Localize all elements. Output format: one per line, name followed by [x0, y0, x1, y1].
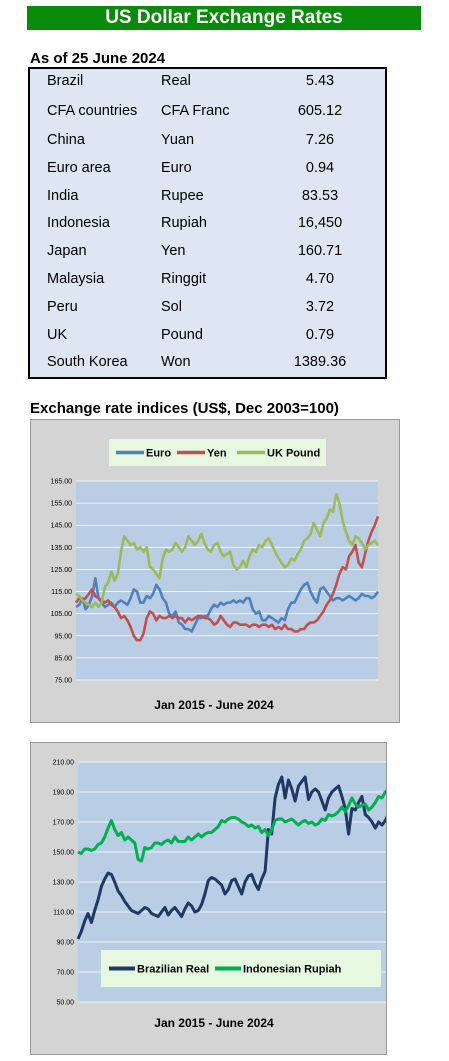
rate-currency: Real: [161, 73, 191, 89]
rate-row: India Rupee 83.53: [30, 188, 385, 212]
y-tick-label: 145.00: [51, 523, 73, 530]
rate-value: 0.79: [305, 327, 335, 343]
rate-country: UK: [47, 327, 68, 343]
rate-currency: Euro: [161, 160, 192, 176]
y-tick-label: 210.00: [53, 760, 75, 767]
rate-row: Peru Sol 3.72: [30, 299, 385, 323]
series-line-indonesian-rupiah: [77, 789, 386, 863]
y-tick-label: 125.00: [51, 567, 73, 574]
y-tick-label: 90.00: [56, 940, 74, 947]
page-title-banner: US Dollar Exchange Rates: [27, 6, 421, 30]
rate-currency: Won: [161, 354, 191, 370]
rate-value: 0.94: [305, 160, 335, 176]
y-tick-label: 95.00: [54, 633, 72, 640]
exchange-rates-table: Brazil Real 5.43 CFA countries CFA Franc 605.…: [28, 67, 387, 379]
chart-euro-yen-pound: 75.00 85.00 95.00 105.00 115.00 125.00 135.00 1…: [30, 419, 400, 723]
series-line-uk-pound: [75, 493, 380, 609]
rate-value: 7.26: [305, 132, 335, 148]
y-tick-label: 85.00: [54, 655, 72, 662]
rate-value: 3.72: [305, 299, 335, 315]
rate-value: 4.70: [305, 271, 335, 287]
y-tick-label: 190.00: [53, 790, 75, 797]
rate-value: 160.71: [297, 243, 343, 259]
x-axis-label: Jan 2015 - June 2024: [154, 698, 274, 712]
legend-label: Brazilian Real: [137, 964, 209, 976]
x-axis-label: Jan 2015 - June 2024: [154, 1016, 274, 1030]
y-tick-label: 75.00: [54, 678, 72, 685]
legend-label: Yen: [207, 448, 227, 460]
rate-currency: Rupee: [161, 188, 204, 204]
rate-currency: Yuan: [161, 132, 195, 148]
y-tick-label: 110.00: [53, 910, 74, 917]
rate-row: China Yuan 7.26: [30, 132, 385, 156]
rate-value: 16,450: [297, 215, 343, 231]
chart-real-rupiah: 50.00 70.00 90.00 110.00 130.00 150.00 170.00 1…: [30, 742, 387, 1055]
rate-row: Japan Yen 160.71: [30, 243, 385, 267]
rate-value: 5.43: [305, 73, 335, 89]
y-tick-label: 70.00: [56, 970, 74, 977]
chart-euro-yen-pound-svg: 75.00 85.00 95.00 105.00 115.00 125.00 135.00 1…: [51, 439, 380, 712]
y-tick-label: 115.00: [51, 589, 72, 596]
rate-row: CFA countries CFA Franc 605.12: [30, 103, 385, 127]
rate-country: Brazil: [47, 73, 84, 89]
chart-real-rupiah-svg: 50.00 70.00 90.00 110.00 130.00 150.00 170.00 1…: [53, 760, 386, 1030]
rate-country: China: [47, 132, 85, 148]
rate-currency: Ringgit: [161, 271, 207, 287]
series-line-euro: [75, 577, 380, 633]
rate-country: Peru: [47, 299, 78, 315]
rate-value: 605.12: [297, 103, 343, 119]
indices-title: Exchange rate indices (US$, Dec 2003=100…: [30, 400, 339, 417]
rate-currency: Rupiah: [161, 215, 207, 231]
rate-currency: Sol: [161, 299, 182, 315]
rate-currency: Pound: [161, 327, 203, 343]
y-tick-label: 165.00: [51, 479, 73, 486]
rate-currency: Yen: [161, 243, 186, 259]
y-tick-label: 135.00: [51, 545, 73, 552]
rate-value: 1389.36: [293, 354, 347, 370]
rate-row: Malaysia Ringgit 4.70: [30, 271, 385, 295]
rate-row: Indonesia Rupiah 16,450: [30, 215, 385, 239]
y-tick-label: 170.00: [53, 820, 75, 827]
y-tick-label: 150.00: [53, 850, 75, 857]
y-tick-label: 130.00: [53, 880, 75, 887]
rate-row: South Korea Won 1389.36: [30, 354, 385, 378]
rate-country: Indonesia: [47, 215, 110, 231]
y-tick-label: 50.00: [56, 1000, 74, 1007]
rate-currency: CFA Franc: [161, 103, 230, 119]
legend-label: UK Pound: [267, 448, 320, 460]
series-line-brazilian-real: [76, 775, 386, 940]
rate-row: UK Pound 0.79: [30, 327, 385, 351]
as-of-date: As of 25 June 2024: [30, 50, 166, 67]
legend-label: Euro: [146, 448, 171, 460]
rate-country: Japan: [47, 243, 87, 259]
y-tick-label: 155.00: [51, 501, 73, 508]
series-line-yen: [74, 515, 380, 642]
rate-value: 83.53: [301, 188, 339, 204]
rate-country: India: [47, 188, 79, 204]
rate-row: Euro area Euro 0.94: [30, 160, 385, 184]
rate-country: Malaysia: [47, 271, 105, 287]
rate-country: CFA countries: [47, 103, 138, 119]
legend-label: Indonesian Rupiah: [243, 964, 342, 976]
legend: [109, 439, 326, 466]
rate-row: Brazil Real 5.43: [30, 73, 385, 97]
rate-country: Euro area: [47, 160, 111, 176]
rate-country: South Korea: [47, 354, 128, 370]
y-tick-label: 105.00: [51, 611, 73, 618]
